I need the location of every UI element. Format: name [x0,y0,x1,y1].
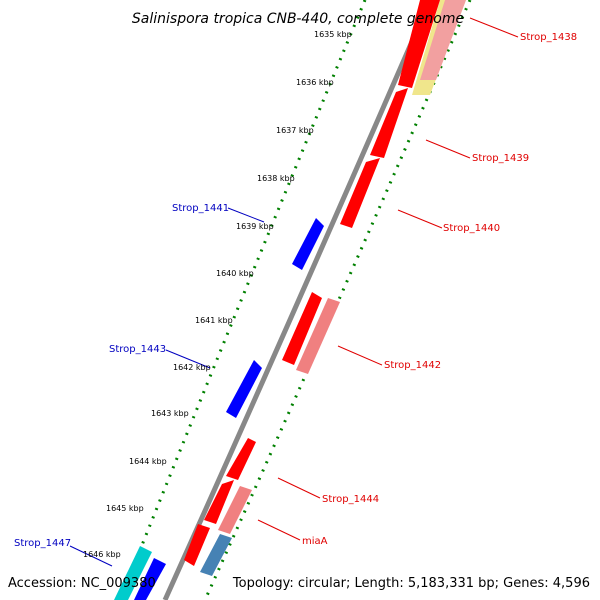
accession-text: Accession: NC_009380 [8,576,156,591]
kbp-label-1636: 1636 kbp [296,78,334,87]
cds-strop-1439[interactable] [370,88,408,158]
cds-strop-1444b[interactable] [204,480,234,524]
cds-miaA[interactable] [218,486,252,534]
cds-strop-1447[interactable] [134,558,166,600]
kbp-label-1642: 1642 kbp [173,363,211,372]
cds-strop-1442a[interactable] [282,292,322,365]
leader-miaA [257,519,301,541]
leader-strop-1438 [469,17,519,38]
gene-label-strop-1441[interactable]: Strop_1441 [172,203,229,214]
gene-label-miaA[interactable]: miaA [302,536,328,547]
kbp-label-1637: 1637 kbp [276,126,314,135]
cds-strop-1444a[interactable] [226,438,256,480]
kbp-label-1643: 1643 kbp [151,409,189,418]
leader-strop-1444 [277,477,321,499]
genome-backbone [162,0,433,600]
leader-strop-1440 [397,209,443,229]
kbp-label-1646: 1646 kbp [83,550,121,559]
kbp-label-1640: 1640 kbp [216,269,254,278]
gene-label-strop-1440[interactable]: Strop_1440 [443,223,500,234]
leader-strop-1443 [165,349,211,369]
gene-label-strop-1444[interactable]: Strop_1444 [322,494,379,505]
gene-label-strop-1447[interactable]: Strop_1447 [14,538,71,549]
cds-miaA-2[interactable] [200,534,232,576]
kbp-label-1635: 1635 kbp [314,30,352,39]
leader-strop-1447 [69,545,113,567]
cds-strop-1442b[interactable] [296,298,340,374]
kbp-label-1638: 1638 kbp [257,174,295,183]
kbp-label-1644: 1644 kbp [129,457,167,466]
kbp-label-1641: 1641 kbp [195,316,233,325]
cds-strop-1438[interactable] [398,0,440,88]
topology-text: Topology: circular; Length: 5,183,331 bp… [232,576,590,591]
kbp-label-1639: 1639 kbp [236,222,274,231]
cds-strop-1443[interactable] [226,360,262,418]
kbp-label-1645: 1645 kbp [106,504,144,513]
leader-strop-1441 [227,207,265,223]
gene-label-strop-1439[interactable]: Strop_1439 [472,153,529,164]
inner-ruler-track [118,0,367,600]
cds-strop-1438b[interactable] [420,0,466,80]
rna-strop-1447[interactable] [114,546,152,600]
gene-label-strop-1443[interactable]: Strop_1443 [109,344,166,355]
cds-strop-1446[interactable] [184,524,210,566]
map-title: Salinispora tropica CNB-440, complete ge… [132,11,464,27]
gene-label-strop-1438[interactable]: Strop_1438 [520,32,577,43]
cds-strop-1440[interactable] [340,158,380,228]
leader-strop-1439 [425,139,471,159]
cds-strop-1441[interactable] [292,218,324,270]
gene-label-strop-1442[interactable]: Strop_1442 [384,360,441,371]
leader-strop-1442 [337,345,383,366]
